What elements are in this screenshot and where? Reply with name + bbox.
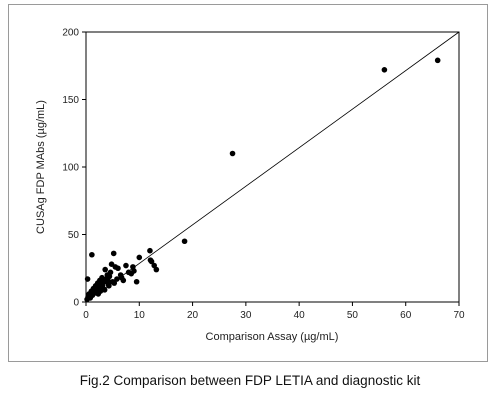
x-tick-label: 0	[83, 310, 89, 321]
data-point	[115, 265, 121, 272]
x-tick-label: 50	[347, 310, 359, 321]
data-point	[110, 250, 117, 257]
data-point	[130, 264, 136, 270]
data-point	[114, 276, 120, 282]
data-point	[136, 254, 143, 261]
data-point	[111, 280, 118, 286]
y-tick-label: 50	[68, 230, 80, 241]
data-point	[97, 288, 104, 295]
data-point	[381, 67, 388, 73]
data-point	[147, 247, 153, 254]
data-point	[181, 238, 188, 245]
data-point	[84, 276, 91, 282]
x-tick-label: 30	[240, 310, 252, 321]
data-point	[118, 274, 125, 281]
data-point	[107, 269, 114, 276]
x-tick-label: 10	[134, 310, 146, 321]
data-point	[105, 277, 111, 284]
data-point	[102, 266, 108, 273]
scatter-chart: 0 10 20 30 40 50 60 70 0 50 100 150 200 CUSAg FDP MA…	[35, 28, 465, 344]
data-point	[133, 278, 140, 285]
regression-line	[85, 31, 460, 303]
data-point	[89, 251, 95, 258]
y-tick-label: 100	[62, 163, 79, 174]
x-tick-label: 70	[453, 310, 465, 321]
y-tick-label: 200	[62, 28, 79, 39]
data-point	[123, 262, 129, 269]
x-tick-label: 40	[294, 310, 306, 321]
x-tick-label: 60	[400, 310, 412, 321]
x-axis-title: Comparison Assay (µg/mL)	[206, 331, 339, 343]
y-tick-label: 150	[62, 95, 79, 106]
y-axis-title: CUSAg FDP MAbs (µg/mL)	[35, 100, 47, 234]
data-point	[106, 283, 112, 289]
data-point	[434, 57, 441, 64]
data-point	[229, 150, 236, 157]
data-point	[99, 283, 106, 289]
x-tick-label: 20	[187, 310, 199, 321]
data-point	[147, 257, 154, 263]
figure-caption: Fig.2 Comparison between FDP LETIA and d…	[79, 373, 421, 388]
data-point	[153, 266, 160, 273]
y-tick-label: 0	[73, 298, 79, 309]
